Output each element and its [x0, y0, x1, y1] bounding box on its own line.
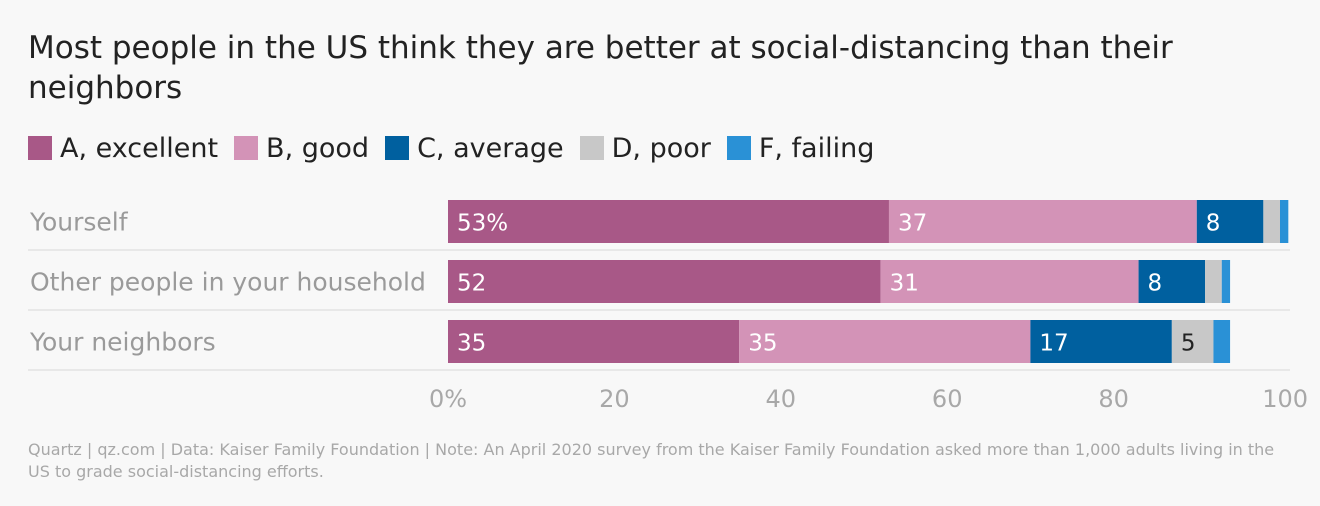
category-label: Other people in your household — [30, 268, 426, 297]
category-label: Your neighbors — [29, 328, 216, 357]
legend-item: C, average — [385, 133, 564, 164]
bar-chart: Yourself 53% 37 8 Other people in your house… — [28, 200, 1308, 413]
x-tick-label: 40 — [766, 385, 797, 413]
x-tick-label: 60 — [932, 385, 963, 413]
x-tick-label: 100 — [1262, 385, 1308, 413]
legend-label: A, excellent — [60, 132, 219, 164]
bar-value-label: 8 — [1206, 211, 1221, 237]
chart-legend: A, excellent B, good C, average D, poor F, f… — [28, 130, 890, 166]
legend-swatch — [579, 136, 604, 160]
legend-swatch — [234, 136, 259, 160]
bar-segment — [1205, 260, 1222, 303]
bar-segment — [448, 260, 881, 303]
legend-swatch — [385, 136, 410, 160]
bar-segment — [1221, 260, 1231, 303]
bar-segment — [1171, 320, 1214, 363]
bar-segment — [739, 320, 1031, 363]
x-tick-label: 80 — [1098, 385, 1129, 413]
bar-value-label: 35 — [457, 331, 486, 357]
bar-value-label: 8 — [1148, 271, 1163, 297]
bar-segment — [888, 200, 1197, 243]
bar-segment — [448, 200, 889, 243]
bar-value-label: 31 — [890, 271, 919, 297]
bar-segment — [880, 260, 1139, 303]
bar-value-label: 5 — [1181, 331, 1196, 357]
bar-value-label: 37 — [898, 211, 927, 237]
bar-segment — [1213, 320, 1231, 363]
bar-value-label: 52 — [457, 271, 486, 297]
legend-item: B, good — [234, 133, 369, 164]
bar-segment — [448, 320, 740, 363]
bar-segment — [1196, 200, 1264, 243]
bar-segment — [1030, 320, 1172, 363]
legend-label: B, good — [266, 132, 370, 164]
bar-segment — [1280, 200, 1289, 243]
legend-item: D, poor — [579, 132, 711, 164]
bar-value-label: 53% — [457, 211, 508, 237]
chart-footer-note: Quartz | qz.com | Data: Kaiser Family Fo… — [28, 440, 1275, 481]
legend-swatch — [726, 136, 751, 160]
bar-segment — [1138, 260, 1206, 303]
bar-segment — [1263, 200, 1280, 243]
bar-value-label: 17 — [1039, 331, 1068, 357]
category-label: Yourself — [29, 208, 129, 237]
legend-label: D, poor — [611, 132, 711, 164]
legend-label: F, failing — [758, 132, 875, 164]
chart-title: Most people in the US think they are bet… — [28, 30, 1173, 106]
legend-item: F, failing — [726, 132, 875, 164]
legend-label: C, average — [417, 132, 564, 164]
legend-swatch — [28, 136, 52, 160]
bar-value-label: 35 — [748, 331, 777, 357]
x-tick-label: 20 — [599, 385, 630, 413]
legend-item: A, excellent — [28, 133, 218, 164]
x-tick-label: 0% — [429, 385, 467, 413]
